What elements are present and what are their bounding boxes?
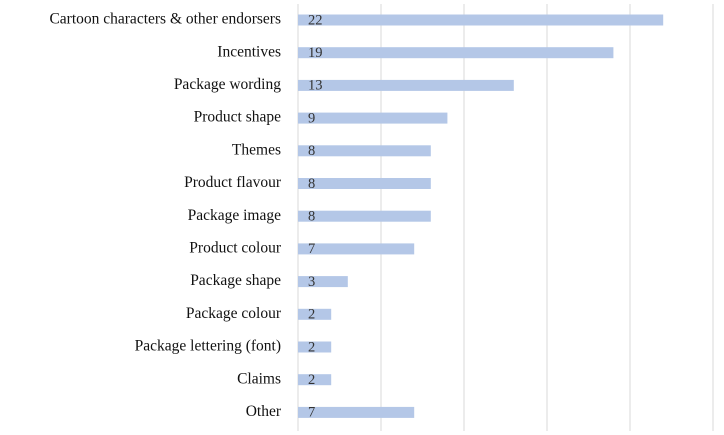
data-label: 8 (308, 176, 315, 192)
bar (298, 47, 613, 58)
category-label: Package shape (190, 272, 281, 289)
data-label: 2 (308, 372, 315, 388)
bar (298, 276, 348, 287)
bar (298, 80, 514, 91)
category-label: Package colour (186, 305, 282, 322)
category-label: Themes (232, 141, 281, 158)
category-label: Cartoon characters & other endorsers (49, 11, 281, 28)
category-label: Product flavour (184, 174, 282, 191)
data-label: 8 (308, 209, 315, 225)
category-labels: Cartoon characters & other endorsers Ince… (49, 11, 281, 420)
category-label: Claims (237, 370, 281, 387)
data-label: 2 (308, 307, 315, 323)
bar (298, 243, 414, 254)
bar (298, 178, 431, 189)
category-label: Package image (188, 207, 282, 224)
data-label: 19 (308, 45, 323, 61)
bar (298, 407, 414, 418)
data-label: 7 (308, 241, 315, 257)
data-label: 8 (308, 143, 315, 159)
category-label: Incentives (217, 43, 281, 60)
category-label: Product colour (189, 239, 282, 256)
bar (298, 145, 431, 156)
category-label: Package lettering (font) (135, 338, 281, 355)
data-label: 3 (308, 274, 315, 290)
data-label: 2 (308, 339, 315, 355)
data-label: 22 (308, 12, 323, 28)
data-label: 7 (308, 405, 315, 421)
data-label: 13 (308, 78, 323, 94)
bar (298, 15, 663, 26)
bars (298, 15, 663, 418)
bar (298, 113, 447, 124)
category-label: Package wording (174, 76, 281, 93)
data-label: 9 (308, 110, 315, 126)
category-label: Other (246, 403, 282, 420)
bar (298, 211, 431, 222)
category-label: Product shape (194, 109, 282, 126)
